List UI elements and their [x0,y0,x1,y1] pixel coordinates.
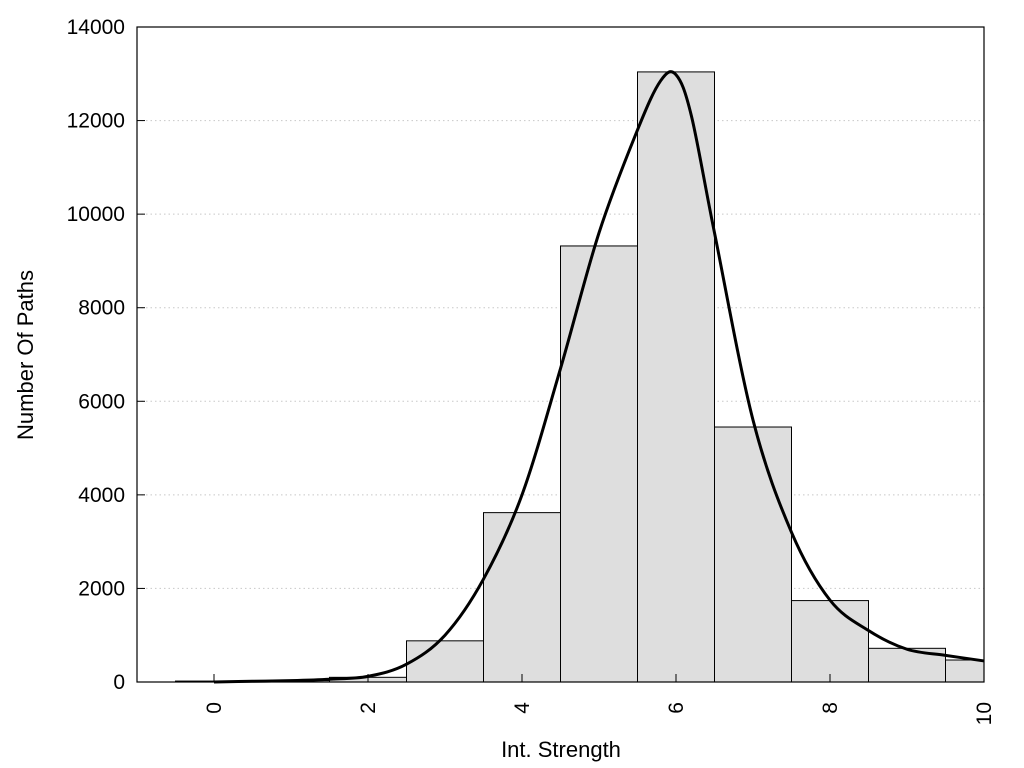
y-tick-label: 2000 [78,577,125,600]
y-axis-title: Number Of Paths [13,270,38,440]
histogram-bar [714,426,792,683]
histogram-bar [945,659,985,683]
x-tick-label: 8 [819,702,842,714]
plot-frame [136,26,985,683]
density-curve [213,70,985,684]
x-tick-label: 10 [973,702,996,725]
x-axis-title: Int. Strength [501,737,621,762]
histogram-bar [791,600,869,683]
x-tick-label: 2 [357,702,380,714]
histogram-bar [406,640,484,683]
y-tick-label: 4000 [78,484,125,507]
y-tick-label: 8000 [78,297,125,320]
x-tick-label: 0 [203,702,226,714]
x-tick-label: 6 [665,702,688,714]
density-curve-group [213,70,985,684]
histogram-bar [483,512,561,683]
y-tick-label: 0 [113,671,125,694]
y-tick-label: 10000 [67,203,125,226]
y-axis-ticks: 0 2000 4000 6000 8000 10000 12000 14000 [67,16,145,694]
x-axis-ticks: 0 2 4 6 8 10 [203,674,996,725]
histogram-bar [637,71,715,683]
y-tick-label: 12000 [67,110,125,133]
histogram-bars [175,71,985,683]
x-tick-label: 4 [511,702,534,714]
y-tick-label: 14000 [67,16,125,39]
histogram-bar [560,245,638,683]
y-tick-label: 6000 [78,390,125,413]
